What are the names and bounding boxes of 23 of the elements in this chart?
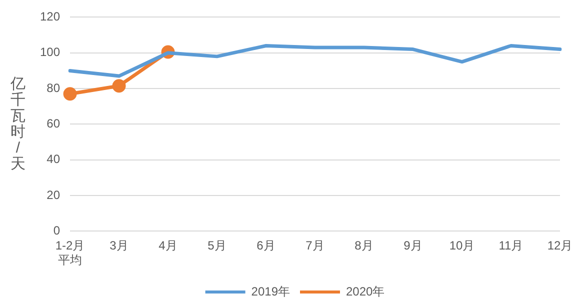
x-tick-label: 8月 xyxy=(354,238,374,253)
y-tick-label: 100 xyxy=(40,45,60,60)
x-tick-label: 9月 xyxy=(404,238,422,253)
point xyxy=(63,87,77,101)
x-tick-label: 7月 xyxy=(306,238,324,253)
x-tick-label: 1-2月平均 xyxy=(55,238,85,268)
y-axis-title: 亿千瓦时/天 xyxy=(10,75,26,172)
y-tick-label: 120 xyxy=(40,10,60,24)
legend-label: 2020年 xyxy=(346,284,385,298)
y-tick-label: 60 xyxy=(46,116,60,131)
y-tick-label: 40 xyxy=(46,152,60,166)
x-tick-label: 3月 xyxy=(110,238,128,253)
x-tick-label: 6月 xyxy=(256,238,276,253)
y-tick-label: 0 xyxy=(53,224,60,238)
point xyxy=(112,79,126,93)
x-tick-label: 11月 xyxy=(498,238,524,253)
x-tick-label: 12月 xyxy=(547,238,573,253)
x-tick-label: 4月 xyxy=(158,238,178,253)
y-tick-label: 20 xyxy=(46,188,60,202)
y-tick-label: 80 xyxy=(46,80,60,95)
x-tick-label: 5月 xyxy=(208,238,226,253)
x-tick-label: 10月 xyxy=(449,238,475,253)
legend-label: 2019年 xyxy=(251,284,290,298)
